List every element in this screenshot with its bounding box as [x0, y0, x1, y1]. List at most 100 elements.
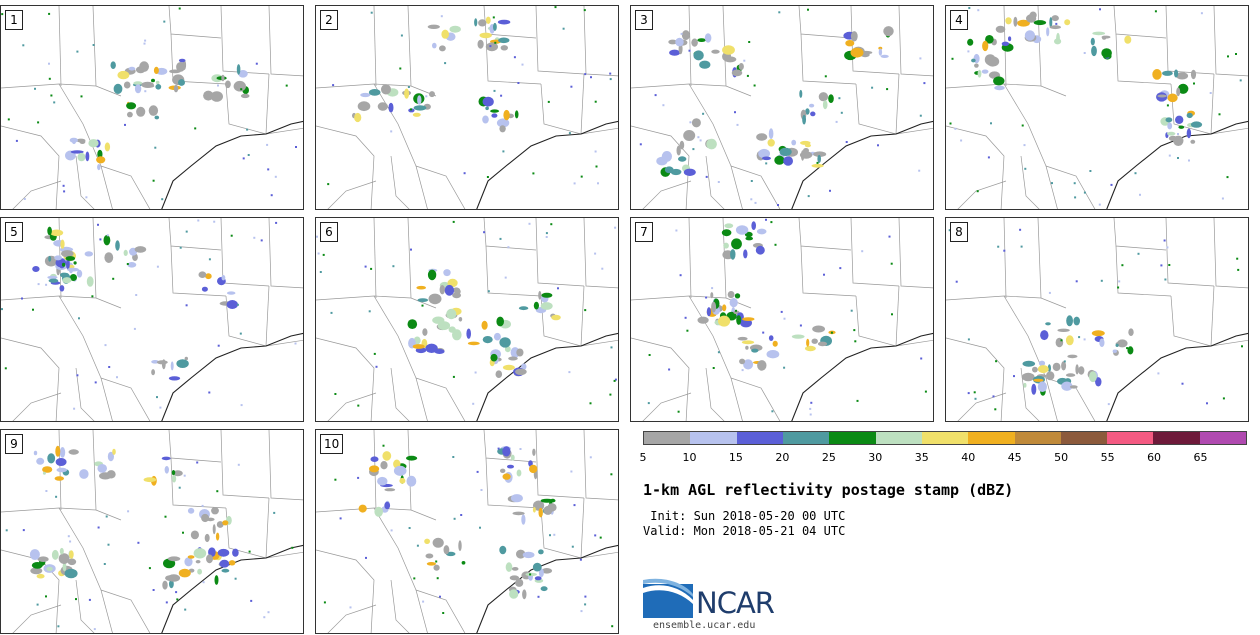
- echo-blob: [68, 449, 79, 455]
- map-boundary: [92, 430, 97, 511]
- map-boundary: [957, 180, 1007, 209]
- echo-blob: [212, 524, 216, 535]
- echo-speck: [234, 577, 237, 580]
- echo-speck: [246, 128, 249, 131]
- map-boundary: [268, 218, 303, 289]
- echo-speck: [1218, 113, 1221, 116]
- map-boundary: [580, 73, 585, 135]
- echo-speck: [1055, 22, 1058, 25]
- echo-speck: [919, 114, 922, 117]
- echo-blob: [1178, 125, 1185, 129]
- echo-blob: [723, 242, 729, 249]
- echo-blob: [516, 469, 522, 477]
- echo-speck: [697, 136, 700, 139]
- echo-speck: [1013, 375, 1015, 378]
- echo-blob: [133, 81, 143, 85]
- map-boundary: [642, 180, 692, 209]
- echo-blob: [509, 575, 520, 581]
- echo-blob: [172, 474, 177, 483]
- echo-speck: [777, 204, 779, 206]
- echo-speck: [152, 179, 155, 182]
- echo-speck: [809, 413, 812, 416]
- echo-speck: [37, 121, 40, 124]
- map-boundary: [1210, 73, 1215, 135]
- echo-blob: [1061, 381, 1073, 391]
- echo-blob: [85, 151, 90, 162]
- echo-speck: [584, 603, 587, 606]
- echo-speck: [295, 146, 297, 148]
- echo-blob: [458, 317, 463, 322]
- echo-speck: [513, 56, 516, 59]
- echo-blob: [29, 549, 40, 560]
- echo-speck: [319, 271, 322, 273]
- echo-speck: [137, 541, 140, 544]
- echo-speck: [1110, 183, 1113, 186]
- echo-speck: [974, 397, 977, 400]
- echo-speck: [919, 57, 922, 60]
- echo-blob: [675, 37, 684, 47]
- echo-blob: [127, 262, 137, 268]
- echo-blob: [743, 359, 754, 370]
- echo-blob: [452, 287, 461, 293]
- echo-speck: [654, 94, 657, 97]
- echo-blob: [1046, 371, 1055, 381]
- echo-speck: [1117, 286, 1120, 289]
- echo-speck: [492, 16, 495, 19]
- echo-blob: [681, 30, 690, 41]
- echo-speck: [799, 324, 802, 327]
- map-boundary: [1, 549, 60, 633]
- echo-speck: [444, 62, 447, 65]
- colorbar-tick-label: 55: [1100, 451, 1115, 464]
- echo-speck: [553, 533, 556, 536]
- map-boundary: [895, 73, 900, 135]
- echo-blob: [164, 466, 169, 474]
- colorbar-segment: [1153, 432, 1200, 444]
- map-boundary: [798, 218, 852, 251]
- echo-speck: [923, 82, 926, 85]
- map-boundary: [1003, 295, 1058, 421]
- echo-speck: [4, 367, 7, 370]
- echo-blob: [171, 470, 176, 476]
- echo-blob: [482, 336, 493, 344]
- echo-speck: [266, 143, 269, 146]
- echo-speck: [550, 223, 553, 226]
- echo-speck: [765, 162, 768, 165]
- echo-blob: [738, 63, 744, 70]
- map-boundary: [170, 457, 227, 509]
- echo-blob: [437, 321, 451, 331]
- echo-speck: [1236, 257, 1239, 260]
- echo-blob: [55, 458, 67, 466]
- map-boundary: [1, 83, 122, 97]
- echo-blob: [822, 100, 828, 110]
- echo-speck: [816, 161, 819, 164]
- echo-blob: [198, 271, 207, 278]
- echo-blob: [66, 258, 70, 270]
- echo-blob: [791, 334, 805, 339]
- echo-blob: [722, 304, 727, 312]
- map-boundary: [268, 430, 303, 501]
- echo-speck: [253, 236, 256, 239]
- panel-number: 2: [320, 10, 338, 30]
- echo-speck: [493, 89, 496, 92]
- echo-blob: [545, 506, 552, 515]
- echo-blob: [217, 548, 230, 557]
- echo-speck: [1241, 345, 1243, 348]
- echo-speck: [1168, 264, 1171, 266]
- echo-blob: [478, 19, 487, 27]
- echo-blob: [1051, 15, 1059, 22]
- echo-speck: [976, 190, 979, 193]
- echo-blob: [69, 550, 74, 559]
- map-boundary: [100, 377, 151, 421]
- map-boundary: [407, 218, 412, 299]
- echo-speck: [504, 276, 507, 279]
- echo-blob: [724, 56, 737, 63]
- map-boundary: [1213, 6, 1248, 77]
- map-boundary: [1106, 332, 1248, 421]
- echo-blob: [46, 566, 53, 572]
- map-boundary: [316, 549, 375, 633]
- echo-blob: [70, 150, 84, 154]
- echo-blob: [493, 22, 497, 31]
- echo-blob: [422, 328, 428, 336]
- echo-speck: [373, 352, 376, 355]
- echo-speck: [765, 218, 767, 221]
